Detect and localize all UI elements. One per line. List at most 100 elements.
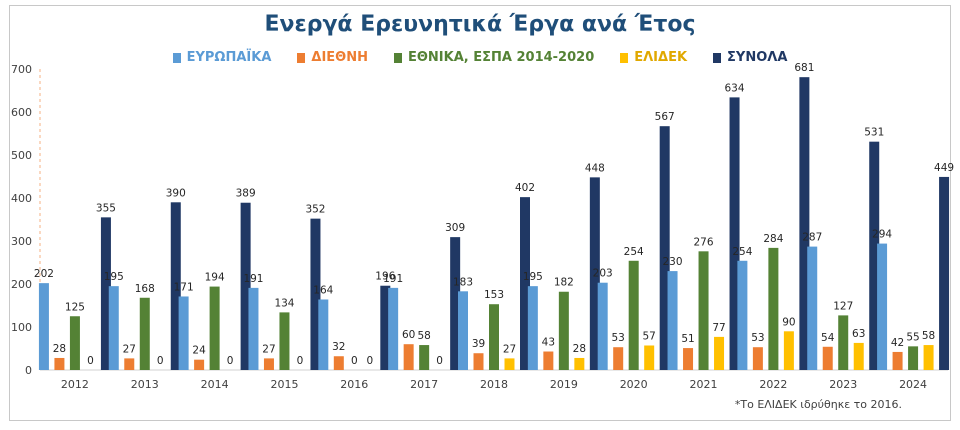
- legend-item-european: ΕΥΡΩΠΑΪΚΑ: [172, 50, 272, 65]
- data-label: 449: [934, 162, 954, 174]
- bar-0-2022: [737, 260, 748, 370]
- x-tick-label: 2024: [899, 378, 927, 391]
- bar-3-2018: [504, 358, 515, 370]
- bar-1-2012: [54, 357, 65, 370]
- data-label: 90: [782, 316, 795, 328]
- data-label: 0: [351, 355, 358, 367]
- legend-swatch-totals: [713, 52, 722, 63]
- data-label: 254: [732, 246, 752, 258]
- legend: ΕΥΡΩΠΑΪΚΑ ΔΙΕΘΝΗ ΕΘΝΙΚΑ, ΕΣΠΑ 2014-2020 …: [0, 50, 960, 65]
- bar-1-2023: [822, 346, 833, 370]
- data-label: 0: [87, 355, 94, 367]
- data-label: 191: [383, 273, 403, 285]
- data-label: 194: [205, 272, 225, 284]
- data-label: 195: [104, 271, 124, 283]
- bar-2-2020: [628, 260, 639, 370]
- data-label: 77: [712, 322, 725, 334]
- bar-2-2023: [838, 315, 849, 370]
- data-label: 51: [681, 333, 694, 345]
- data-label: 0: [436, 355, 443, 367]
- x-tick-label: 2014: [201, 378, 229, 391]
- bar-1-2018: [473, 353, 484, 370]
- y-tick-label: 400: [11, 192, 32, 205]
- bar-1-2020: [613, 347, 624, 370]
- data-label: 0: [297, 355, 304, 367]
- bar-4-2016: [380, 285, 391, 370]
- legend-label-elidek: ΕΛΙΔΕΚ: [634, 50, 688, 65]
- data-label: 202: [34, 268, 54, 280]
- bar-0-2015: [248, 287, 259, 370]
- data-label: 168: [135, 283, 155, 295]
- bar-4-2020: [659, 126, 670, 370]
- bar-2-2017: [419, 345, 430, 370]
- bar-4-2012: [100, 217, 111, 370]
- bar-0-2017: [388, 287, 399, 370]
- data-label: 402: [515, 182, 535, 194]
- y-tick-label: 0: [25, 364, 32, 377]
- data-label: 309: [445, 222, 465, 234]
- data-label: 0: [157, 355, 164, 367]
- bar-0-2014: [178, 296, 189, 370]
- legend-label-national: ΕΘΝΙΚΑ, ΕΣΠΑ 2014-2020: [408, 50, 595, 65]
- data-label: 28: [573, 343, 586, 355]
- x-tick-label: 2023: [829, 378, 857, 391]
- bar-4-2018: [520, 197, 530, 370]
- data-label: 125: [65, 301, 85, 313]
- data-label: 389: [236, 188, 256, 200]
- bar-2-2021: [698, 251, 709, 370]
- bar-4-2014: [240, 202, 251, 370]
- data-label: 60: [402, 329, 415, 341]
- legend-label-european: ΕΥΡΩΠΑΪΚΑ: [186, 50, 272, 65]
- bar-0-2020: [597, 282, 608, 370]
- data-label: 134: [274, 297, 294, 309]
- x-tick-label: 2019: [550, 378, 578, 391]
- bar-2-2019: [558, 291, 569, 370]
- data-label: 195: [523, 271, 543, 283]
- bar-2-2018: [489, 304, 499, 370]
- legend-item-totals: ΣΥΝΟΛΑ: [713, 50, 787, 65]
- data-label: 352: [305, 204, 325, 216]
- bar-1-2024: [892, 351, 903, 370]
- data-label: 55: [906, 331, 919, 343]
- bar-3-2020: [644, 345, 655, 370]
- legend-swatch-international: [297, 52, 306, 63]
- data-label: 196: [375, 271, 395, 283]
- data-label: 54: [821, 332, 835, 344]
- data-label: 27: [123, 343, 136, 355]
- bar-4-2024: [939, 176, 950, 370]
- bar-0-2013: [108, 286, 119, 370]
- data-label: 390: [166, 187, 186, 199]
- bar-0-2018: [458, 291, 468, 370]
- bar-3-2022: [783, 331, 794, 370]
- legend-item-international: ΔΙΕΘΝΗ: [297, 50, 368, 65]
- bar-4-2013: [170, 202, 181, 370]
- bar-3-2024: [923, 345, 934, 370]
- data-label: 39: [472, 338, 485, 350]
- data-label: 171: [174, 281, 194, 293]
- data-label: 43: [542, 337, 555, 349]
- bar-2-2015: [279, 312, 290, 370]
- data-label: 53: [751, 332, 764, 344]
- x-tick-label: 2021: [690, 378, 718, 391]
- data-label: 127: [833, 300, 853, 312]
- data-label: 28: [53, 343, 66, 355]
- x-tick-label: 2013: [131, 378, 159, 391]
- x-tick-label: 2015: [270, 378, 298, 391]
- bar-4-2021: [729, 97, 740, 370]
- bar-1-2015: [263, 358, 274, 370]
- bar-2-2013: [139, 297, 150, 370]
- data-label: 230: [663, 256, 683, 268]
- data-label: 531: [864, 127, 884, 139]
- x-tick-label: 2017: [410, 378, 438, 391]
- bar-1-2021: [683, 348, 694, 370]
- bar-4-2019: [589, 177, 600, 370]
- bar-1-2014: [194, 359, 205, 370]
- x-tick-label: 2022: [759, 378, 787, 391]
- data-label: 634: [725, 82, 745, 94]
- bar-0-2019: [527, 286, 538, 370]
- data-label: 183: [453, 276, 473, 288]
- data-label: 58: [922, 330, 935, 342]
- bar-2-2012: [69, 316, 80, 370]
- y-tick-label: 300: [11, 235, 32, 248]
- data-label: 448: [585, 162, 605, 174]
